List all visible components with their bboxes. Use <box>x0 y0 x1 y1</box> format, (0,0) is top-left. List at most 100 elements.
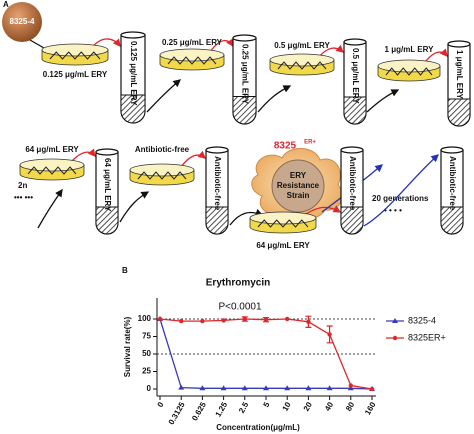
dots: ••• ••• <box>14 193 33 202</box>
tube-sediment <box>447 98 471 127</box>
x-tick-label: 1.25 <box>214 400 230 418</box>
tube-sediment <box>440 206 464 235</box>
legend-label: 8325ER+ <box>408 332 446 342</box>
dish-label: 0.125 μg/mL ERY <box>43 70 108 79</box>
data-point <box>285 316 290 322</box>
source-label: 8325-4 <box>10 17 35 26</box>
tube-rim <box>440 146 464 154</box>
y-axis-label: Survival rate(%) <box>123 316 132 377</box>
dish-label: 0.5 μg/mL ERY <box>274 41 330 50</box>
data-point <box>220 385 227 391</box>
colony-streak <box>27 166 77 175</box>
y-tick-label: 25 <box>142 367 151 376</box>
x-tick-label: 160 <box>363 400 378 417</box>
annotation: P<0.0001 <box>218 302 262 313</box>
tube-label: Antibiotic-free <box>213 156 222 211</box>
data-point <box>179 318 184 324</box>
tube-label: 64 μg/mL ERY <box>103 158 112 212</box>
data-point <box>348 383 353 388</box>
tube-label: Antibiotic-free <box>348 156 357 211</box>
panel-label: A <box>3 0 9 9</box>
tube-label: Antibiotic-free <box>448 156 457 211</box>
tube-rim <box>232 34 257 42</box>
strain-description: Resistance <box>277 181 320 190</box>
data-point <box>199 385 206 391</box>
dish-label: Antibiotic-free <box>135 145 190 154</box>
tube-sediment <box>120 94 146 124</box>
data-point <box>284 385 291 391</box>
data-point <box>157 316 163 322</box>
colony-streak <box>277 61 327 70</box>
data-point <box>263 385 269 391</box>
dish-top <box>159 48 225 62</box>
x-tick-label: 2.5 <box>237 400 251 415</box>
data-point <box>221 318 226 323</box>
dish-label: 64 μg/mL ERY <box>256 241 310 250</box>
passages: 2n <box>18 181 27 190</box>
dish-label: 0.25 μg/mL ERY <box>162 38 223 47</box>
data-point <box>241 385 248 391</box>
tube-rim <box>343 38 367 46</box>
tube-sediment <box>95 206 119 235</box>
legend-label: 8325-4 <box>408 315 436 325</box>
tube-rim <box>120 31 146 39</box>
source-colony <box>2 2 42 42</box>
x-tick-label: 20 <box>302 400 315 413</box>
x-axis-label: Concentration(μg/mL) <box>216 423 300 432</box>
dish-top <box>269 53 335 67</box>
chart-title: Erythromycin <box>206 278 270 289</box>
legend-marker <box>392 318 398 323</box>
dish-top <box>249 211 317 225</box>
tube-rim <box>205 146 229 154</box>
tube-rim <box>95 148 119 156</box>
data-point <box>178 384 185 390</box>
data-point <box>347 385 354 391</box>
tube-label: 0.125 μg/mL ERY <box>129 41 138 106</box>
x-tick-label: 0.3125 <box>167 400 187 426</box>
x-tick-label: 80 <box>344 400 357 413</box>
tube-rim <box>447 40 471 48</box>
tube-sediment <box>205 206 229 235</box>
colony-streak <box>385 67 433 76</box>
strain-superscript: ER+ <box>304 140 316 146</box>
y-tick-label: 50 <box>142 349 151 358</box>
y-tick-label: 75 <box>142 332 151 341</box>
data-point <box>305 385 312 391</box>
generations: 20 generations <box>372 194 429 203</box>
x-tick-label: 0 <box>156 400 166 409</box>
tube-label: 1 μg/mL ERY <box>455 50 464 100</box>
panel-label: B <box>122 266 128 275</box>
tube-sediment <box>340 206 364 235</box>
y-tick-label: 100 <box>138 314 152 323</box>
dish-top <box>129 163 195 177</box>
dish-label: 1 μg/mL ERY <box>385 45 435 54</box>
x-tick-label: 10 <box>281 400 294 413</box>
data-point <box>306 319 311 324</box>
data-point <box>200 318 205 324</box>
data-point <box>327 332 332 337</box>
dish-top <box>41 43 109 57</box>
colony-streak <box>257 219 309 228</box>
x-tick-label: 40 <box>323 400 336 413</box>
dish-top <box>377 59 441 73</box>
colony-streak <box>167 56 217 65</box>
tube-sediment <box>232 96 257 125</box>
tube-label: 0.5 μg/mL ERY <box>351 48 360 104</box>
x-tick-label: 5 <box>262 400 272 409</box>
strain-description: Strain <box>287 191 310 200</box>
colony-streak <box>49 51 101 60</box>
tube-rim <box>340 146 364 154</box>
dish-top <box>19 158 85 172</box>
data-point <box>242 316 247 322</box>
data-point <box>326 385 333 391</box>
dish-label: 64 μg/mL ERY <box>25 145 79 154</box>
y-tick-label: 0 <box>147 384 152 393</box>
generation-dots: • • • • <box>384 206 402 215</box>
data-point <box>263 317 269 322</box>
x-tick-label: 0.625 <box>190 400 208 422</box>
strain-description: ERY <box>290 171 307 180</box>
resistant-cell <box>271 159 325 213</box>
strain-name: 8325 <box>274 141 297 152</box>
arrows <box>37 38 448 229</box>
